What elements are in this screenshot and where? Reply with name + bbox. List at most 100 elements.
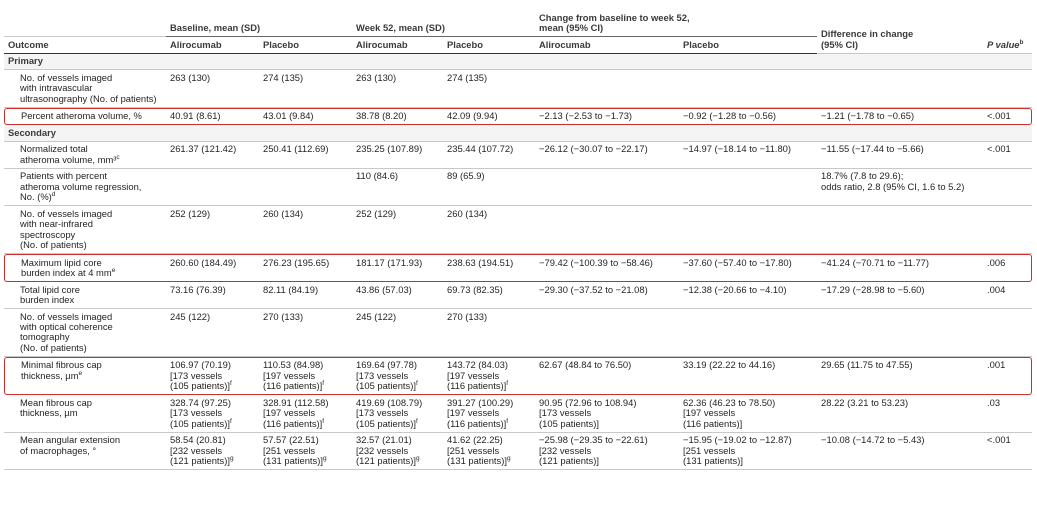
value-cell: 235.44 (107.72) [443, 142, 536, 169]
cell-text: 62.67 (48.84 to 76.50) [539, 359, 632, 371]
value-cell: −1.21 (−1.78 to −0.65) [817, 107, 984, 126]
cell-line: [197 vessels [447, 369, 500, 381]
outcome-cell: Patients with percent atheroma volume reg… [4, 169, 166, 207]
value-cell: 274 (135) [443, 70, 536, 108]
outcome-cell: No. of vessels imaged with near-infrared s… [4, 206, 166, 254]
cell-text: 28.22 (3.21 to 53.23) [821, 396, 909, 408]
value-cell: .004 [983, 282, 1033, 309]
footnote-mark: f [229, 417, 232, 425]
cell-line: (131 patients)]g [447, 454, 511, 467]
cell-text: −37.60 (−57.40 to −17.80) [683, 256, 792, 268]
cell-line: atheroma volume regression, [20, 180, 142, 192]
value-cell [166, 169, 259, 207]
cell-text: −17.29 (−28.98 to −5.60) [821, 283, 925, 295]
value-cell: 181.17 (171.93) [352, 254, 444, 282]
value-cell: 110.53 (84.98) [197 vessels (116 patients)… [259, 356, 353, 396]
cell-text: 274 (135) [263, 71, 304, 83]
cell-line: (116 patients)]f [263, 380, 325, 392]
value-cell: −25.98 (−29.35 to −22.61) [232 vessels (12… [535, 433, 680, 471]
cell-text: 260 (134) [263, 207, 304, 219]
cell-line: Mean fibrous cap [20, 396, 92, 408]
value-cell: 169.64 (97.78) [173 vessels (105 patients)… [352, 356, 444, 396]
cell-line: 90.95 (72.96 to 108.94) [539, 396, 637, 408]
value-cell: 260.60 (184.49) [166, 254, 259, 282]
footnote-mark: f [322, 417, 325, 425]
arm-header: Placebo [259, 37, 353, 54]
cell-line: [197 vessels [263, 407, 316, 419]
cell-line: [232 vessels [170, 444, 223, 456]
outcome-header: Outcome [4, 37, 166, 54]
value-cell: 245 (122) [352, 309, 444, 357]
cell-line: (121 patients)] [539, 455, 599, 467]
cell-text: .004 [987, 283, 1006, 295]
cell-line: [173 vessels [356, 407, 409, 419]
table-row: Percent atheroma volume, % 40.91 (8.61) 43… [4, 107, 1033, 126]
cell-line: 391.27 (100.29) [447, 396, 514, 408]
cell-line: Mean angular extension [20, 434, 121, 446]
value-cell: −10.08 (−14.72 to −5.43) [817, 433, 984, 471]
cell-text: <.001 [987, 110, 1011, 122]
group-line: Baseline, mean (SD) [170, 22, 261, 33]
value-cell [679, 70, 818, 108]
value-cell: −11.55 (−17.44 to −5.66) [817, 142, 984, 169]
cell-line: 419.69 (108.79) [356, 396, 423, 408]
cell-text: 260.60 (184.49) [170, 256, 237, 268]
cell-line: (131 patients)] [683, 455, 743, 467]
footnote-mark: c [116, 153, 120, 161]
cell-line: Normalized total [20, 143, 88, 155]
cell-line: 143.72 (84.03) [447, 359, 508, 371]
group-line: mean (95% CI) [539, 22, 604, 33]
section-label: Primary [4, 53, 1033, 71]
value-cell: 33.19 (22.22 to 44.16) [679, 356, 818, 396]
value-cell [535, 309, 680, 357]
cell-line: burden index at 4 mme [21, 266, 116, 278]
footnote-mark: f [322, 380, 325, 388]
value-cell: <.001 [983, 107, 1033, 126]
cell-line: (105 patients)]f [356, 417, 418, 429]
cell-text: .001 [987, 359, 1006, 371]
value-cell: 252 (129) [166, 206, 259, 254]
cell-text: .03 [987, 396, 1001, 408]
cell-text: 263 (130) [356, 71, 397, 83]
cell-line: thickness, µm [20, 407, 78, 419]
cell-line: [173 vessels [170, 407, 223, 419]
value-cell [679, 169, 818, 207]
cell-line: (116 patients)] [683, 417, 743, 429]
value-cell: 62.67 (48.84 to 76.50) [535, 356, 680, 396]
cell-text: 261.37 (121.42) [170, 143, 237, 155]
value-cell: 274 (135) [259, 70, 353, 108]
header-cell [4, 10, 166, 37]
cell-line: 169.64 (97.78) [356, 359, 417, 371]
table-row: Mean fibrous cap thickness, µm 328.74 (97.… [4, 395, 1033, 433]
footnote-mark: d [51, 191, 56, 199]
arm-header: Alirocumab [535, 37, 680, 54]
footnote-mark: f [506, 417, 509, 425]
footnote-mark: f [229, 380, 232, 388]
results-table: Baseline, mean (SD) Week 52, mean (SD) Cha… [4, 10, 1033, 471]
value-cell [817, 70, 984, 108]
value-cell: 143.72 (84.03) [197 vessels (116 patients)… [443, 356, 536, 396]
cell-text: <.001 [987, 434, 1011, 446]
value-cell: 328.91 (112.58) [197 vessels (116 patients… [259, 395, 353, 433]
outcome-cell: Total lipid core burden index [4, 282, 166, 309]
cell-text: 252 (129) [170, 207, 211, 219]
cell-line: 58.54 (20.81) [170, 434, 226, 446]
arm-header: Alirocumab [166, 37, 259, 54]
footnote-mark: f [506, 380, 509, 388]
value-cell: 235.25 (107.89) [352, 142, 444, 169]
cell-text: 263 (130) [170, 71, 211, 83]
footnote-mark: f [415, 380, 418, 388]
cell-line: with optical coherence [20, 321, 113, 332]
cell-line: [232 vessels [356, 444, 409, 456]
cell-text: 270 (133) [263, 310, 304, 322]
cell-text: 181.17 (171.93) [356, 256, 423, 268]
cell-text: <.001 [987, 143, 1011, 155]
value-cell [535, 206, 680, 254]
value-cell: −37.60 (−57.40 to −17.80) [679, 254, 818, 282]
value-cell [679, 309, 818, 357]
value-cell: −41.24 (−70.71 to −11.77) [817, 254, 984, 282]
value-cell: 89 (65.9) [443, 169, 536, 207]
outcome-cell: Normalized total atheroma volume, mm³c [4, 142, 166, 169]
header-row: Baseline, mean (SD) Week 52, mean (SD) Cha… [4, 10, 1033, 54]
value-cell [679, 206, 818, 254]
